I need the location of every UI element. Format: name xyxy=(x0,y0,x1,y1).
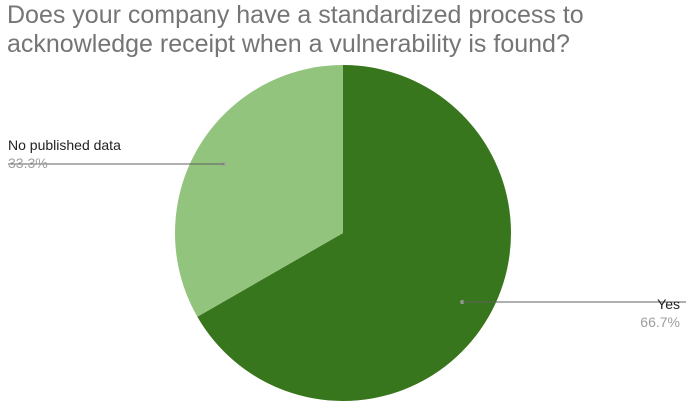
pie-slice-yes xyxy=(197,65,511,401)
slice-percent-yes: 66.7% xyxy=(640,314,680,330)
slice-label-no-published-data: No published data xyxy=(8,137,121,153)
pie-slice-no-published-data xyxy=(174,64,343,317)
slice-percent-no-published-data: 33.3% xyxy=(8,155,48,171)
chart-title-line-1: Does your company have a standardized pr… xyxy=(7,1,584,29)
chart-title: Does your company have a standardized pr… xyxy=(7,1,687,59)
slice-label-yes: Yes xyxy=(657,296,680,312)
pie-labels: Yes 66.7% No published data 33.3% xyxy=(8,137,686,330)
chart-title-line-2: acknowledge receipt when a vulnerability… xyxy=(7,30,570,58)
pie-slices xyxy=(174,64,511,401)
